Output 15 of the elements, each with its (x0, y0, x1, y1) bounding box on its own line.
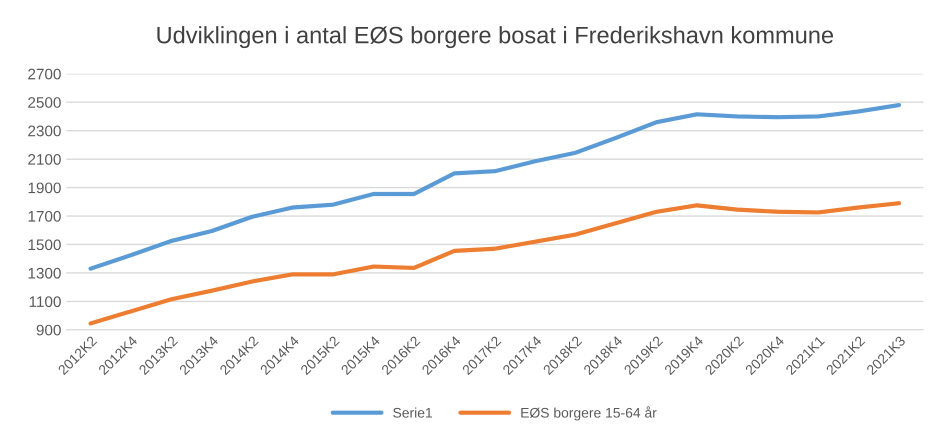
y-tick-label: 900 (36, 324, 61, 336)
y-tick-label: 2100 (28, 154, 61, 165)
y-tick-label: 1700 (28, 210, 61, 222)
y-tick-label: 1300 (28, 268, 61, 279)
legend-label: EØS borgere 15-64 år (521, 406, 657, 420)
y-tick-label: 1100 (30, 296, 61, 308)
y-tick-label: 1500 (28, 239, 61, 250)
legend-label: Serie1 (393, 407, 432, 418)
y-tick-label: 2700 (28, 68, 61, 80)
y-tick-label: 1900 (28, 182, 61, 194)
chart-title: Udviklingen i antal EØS borgere bosat i Frederikshavn kommune (157, 26, 834, 48)
line-series (88, 201, 902, 326)
y-tick-label: 2500 (28, 97, 61, 108)
line-series (88, 102, 902, 271)
y-tick-label: 2300 (28, 126, 61, 136)
